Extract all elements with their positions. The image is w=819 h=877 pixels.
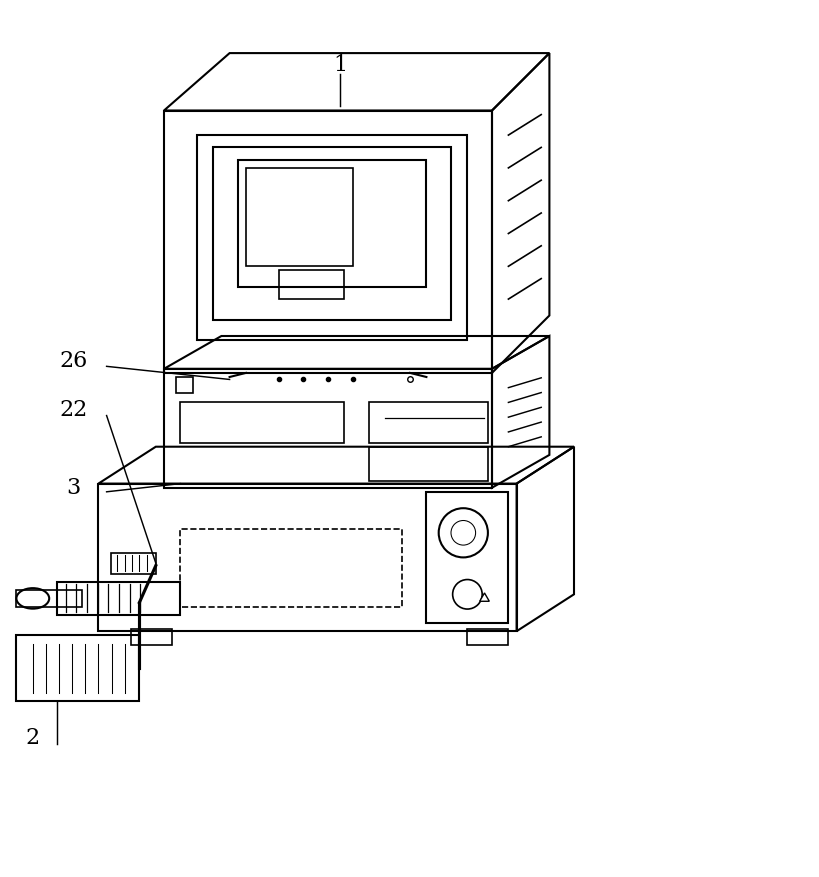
Text: 22: 22 bbox=[60, 399, 88, 421]
Text: 2: 2 bbox=[25, 727, 40, 749]
Text: 26: 26 bbox=[60, 350, 88, 372]
Text: 1: 1 bbox=[333, 54, 347, 76]
Text: 3: 3 bbox=[66, 477, 81, 499]
